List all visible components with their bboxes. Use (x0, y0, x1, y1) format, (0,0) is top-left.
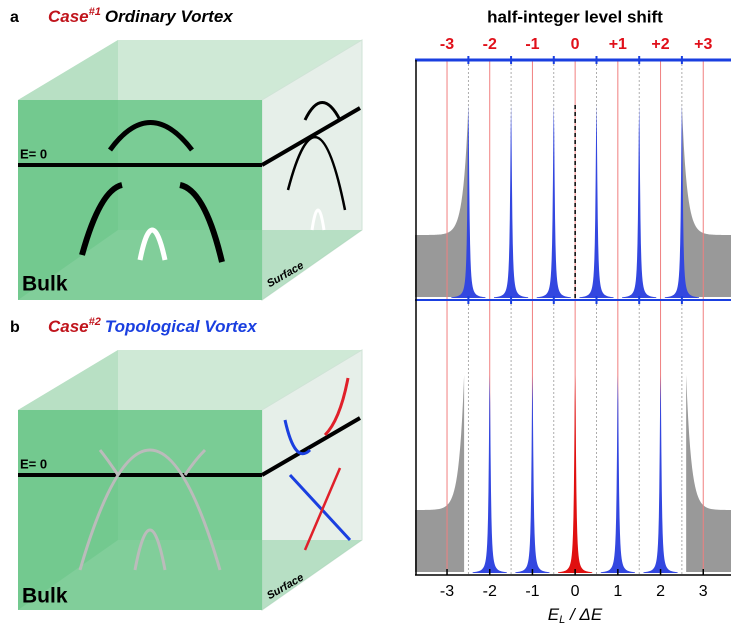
level-peak (558, 375, 593, 573)
x-tick-label: 0 (571, 583, 580, 600)
x-sub: L (559, 614, 565, 626)
level-peak (643, 375, 678, 573)
panel-title: Case#2 Topological Vortex (48, 316, 258, 337)
x-tick-label: -3 (440, 583, 454, 600)
spectrum-labels: -3 -3 -2 -2 -1 -1 0 0 1 +1 2 +2 3 +3 (440, 36, 713, 600)
case-number: #2 (89, 316, 101, 328)
shift-label: 0 (571, 36, 580, 53)
box-a (18, 39, 363, 301)
level-peak (536, 105, 571, 298)
case: Case (48, 7, 89, 26)
x-var: E (548, 605, 560, 624)
spectrum (415, 56, 731, 576)
level-peak (515, 375, 550, 573)
shift-label: -3 (440, 36, 454, 53)
level-peak (664, 105, 699, 298)
shift-label: +2 (651, 36, 669, 53)
shift-label: +3 (694, 36, 712, 53)
x-tick-label: 2 (656, 583, 665, 600)
gap-continuum (415, 375, 465, 572)
bulk-label: Bulk (22, 585, 68, 608)
x-tick-label: -2 (483, 583, 497, 600)
shift-label: +1 (609, 36, 627, 53)
x-tick-label: 1 (613, 583, 622, 600)
level-peak (622, 105, 657, 298)
shift-label: -2 (483, 36, 497, 53)
x-rest: / ΔE (565, 605, 603, 624)
level-peak (494, 105, 529, 298)
x-tick-label: -1 (525, 583, 539, 600)
level-peak (600, 375, 635, 573)
bulk-label: Bulk (22, 273, 68, 296)
fermi-label: E= 0 (20, 456, 47, 471)
case-title: Ordinary Vortex (105, 7, 234, 26)
level-peak (472, 375, 507, 573)
x-axis-label: EL / ΔE (548, 605, 603, 625)
fermi-label: E= 0 (20, 146, 47, 161)
case-number: #1 (89, 6, 101, 18)
gap-continuum (415, 105, 469, 297)
gap-continuum (686, 375, 731, 572)
panel-letter: b (10, 319, 20, 336)
box-b (18, 349, 363, 611)
spectrum-title: half-integer level shift (487, 7, 663, 26)
shift-label: -1 (525, 36, 539, 53)
x-tick-label: 3 (699, 583, 708, 600)
gap-continuum (681, 105, 731, 297)
panel-title: Case#1 Ordinary Vortex (48, 6, 234, 27)
case-title: Topological Vortex (105, 317, 258, 336)
case: Case (48, 317, 89, 336)
level-peak (451, 105, 486, 298)
panel-letter: a (10, 9, 19, 26)
level-peak (579, 105, 614, 298)
